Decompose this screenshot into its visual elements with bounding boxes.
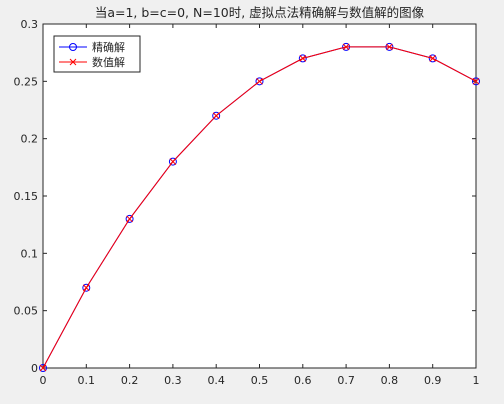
y-tick-label: 0.1 bbox=[21, 247, 39, 260]
data-point bbox=[386, 43, 393, 51]
x-tick-label: 0.7 bbox=[337, 374, 355, 387]
data-point bbox=[299, 55, 307, 62]
x-tick-label: 0 bbox=[40, 374, 47, 387]
data-point bbox=[126, 215, 133, 223]
y-tick-label: 0.15 bbox=[14, 190, 39, 203]
legend-item: 数值解 bbox=[59, 55, 125, 69]
data-point bbox=[255, 77, 264, 86]
data-point bbox=[39, 364, 47, 372]
x-tick-label: 0.2 bbox=[121, 374, 139, 387]
data-point bbox=[168, 157, 177, 166]
x-tick-label: 0.4 bbox=[207, 374, 225, 387]
data-point bbox=[82, 283, 91, 292]
plot-area bbox=[42, 23, 477, 369]
data-point bbox=[472, 77, 480, 86]
x-tick-label: 0.1 bbox=[78, 374, 96, 387]
y-tick-label: 0.25 bbox=[14, 75, 39, 88]
legend-box bbox=[53, 35, 141, 73]
x-tick-label: 1 bbox=[473, 374, 480, 387]
data-point bbox=[428, 54, 437, 63]
data-point bbox=[256, 77, 263, 85]
x-tick-label: 0.9 bbox=[424, 374, 442, 387]
data-point bbox=[429, 55, 437, 62]
legend-label: 数值解 bbox=[92, 55, 125, 69]
legend-label: 精确解 bbox=[92, 40, 125, 54]
data-point bbox=[298, 54, 307, 63]
data-point bbox=[472, 77, 480, 85]
y-tick-label: 0.2 bbox=[21, 133, 39, 146]
legend-marker bbox=[69, 58, 77, 66]
data-point bbox=[125, 214, 134, 223]
x-tick-label: 0.8 bbox=[381, 374, 399, 387]
series-layer bbox=[39, 42, 480, 372]
legend-item: 精确解 bbox=[59, 40, 125, 54]
data-point bbox=[212, 112, 220, 120]
data-point bbox=[169, 158, 177, 165]
chart-title: 当a=1, b=c=0, N=10时, 虚拟点法精确解与数值解的图像 bbox=[95, 5, 425, 20]
y-tick-label: 0.05 bbox=[14, 305, 39, 318]
data-point bbox=[82, 284, 90, 292]
x-tick-label: 0.3 bbox=[164, 374, 182, 387]
data-point bbox=[342, 43, 350, 51]
data-point bbox=[39, 364, 47, 372]
data-point bbox=[212, 111, 221, 120]
series-2 bbox=[39, 43, 480, 372]
x-tick-label: 0.5 bbox=[251, 374, 269, 387]
y-tick-label: 0 bbox=[31, 362, 38, 375]
legend-marker bbox=[69, 43, 77, 51]
y-tick-label: 0.3 bbox=[21, 18, 39, 31]
x-tick-label: 0.6 bbox=[294, 374, 312, 387]
axis-ticks: 0 0.1 0.2 0.3 0.4 0.5 0.6 0.7 0.8 0.9 1 0 0.05 0.1 0.1… bbox=[14, 18, 480, 387]
